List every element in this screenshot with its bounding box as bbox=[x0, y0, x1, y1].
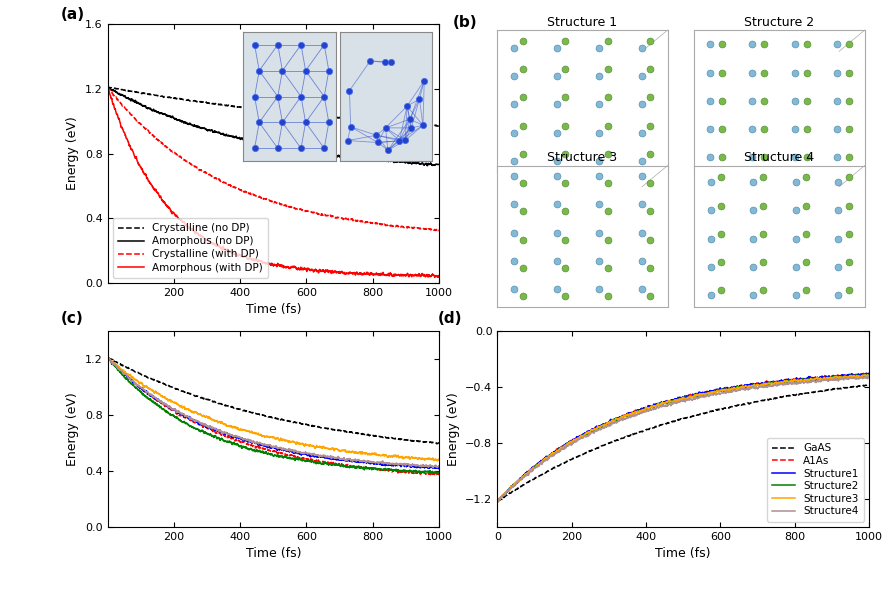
Structure1 bbox=[853, 371, 864, 379]
Structure2 bbox=[511, 480, 521, 487]
A1As bbox=[492, 498, 503, 505]
GaAS bbox=[862, 382, 873, 389]
Y-axis label: Energy (eV): Energy (eV) bbox=[66, 117, 80, 190]
Text: (d): (d) bbox=[438, 311, 462, 326]
GaAS bbox=[492, 498, 503, 505]
Structure1 bbox=[511, 479, 521, 486]
GaAS bbox=[663, 419, 674, 426]
Structure4 bbox=[864, 374, 874, 381]
Structure3 bbox=[785, 377, 796, 385]
GaAS bbox=[853, 383, 864, 390]
Structure1 bbox=[492, 498, 503, 506]
Structure3 bbox=[853, 373, 864, 380]
Structure3 bbox=[859, 371, 870, 378]
A1As bbox=[853, 371, 864, 378]
Text: (c): (c) bbox=[61, 311, 84, 326]
Structure2 bbox=[853, 373, 864, 380]
Line: GaAS: GaAS bbox=[497, 385, 869, 501]
GaAS bbox=[511, 486, 521, 493]
GaAS bbox=[673, 416, 684, 423]
Structure1 bbox=[785, 376, 796, 383]
Title: Structure 3: Structure 3 bbox=[547, 151, 617, 164]
Structure1 bbox=[853, 371, 864, 378]
A1As bbox=[857, 370, 868, 377]
Structure2 bbox=[785, 377, 796, 385]
Text: (a): (a) bbox=[61, 7, 85, 22]
Structure2 bbox=[663, 399, 674, 406]
Structure3 bbox=[673, 396, 684, 403]
Structure3 bbox=[663, 397, 674, 405]
Line: Structure3: Structure3 bbox=[497, 374, 869, 502]
GaAS bbox=[864, 382, 874, 389]
X-axis label: Time (fs): Time (fs) bbox=[246, 547, 301, 560]
A1As bbox=[853, 371, 864, 378]
Structure3 bbox=[511, 479, 521, 486]
Legend: Crystalline (no DP), Amorphous (no DP), Crystalline (with DP), Amorphous (with D: Crystalline (no DP), Amorphous (no DP), … bbox=[113, 218, 268, 278]
Structure4 bbox=[663, 401, 674, 408]
Structure4 bbox=[492, 498, 503, 505]
Structure2 bbox=[673, 397, 684, 404]
Line: Structure2: Structure2 bbox=[497, 374, 869, 501]
Structure3 bbox=[493, 498, 504, 506]
Structure2 bbox=[492, 498, 503, 505]
Y-axis label: Energy (eV): Energy (eV) bbox=[447, 392, 460, 466]
Line: A1As: A1As bbox=[497, 373, 869, 501]
Title: Structure 2: Structure 2 bbox=[745, 16, 814, 29]
A1As bbox=[492, 498, 503, 505]
Structure1 bbox=[863, 370, 874, 377]
Structure3 bbox=[853, 373, 864, 380]
Structure4 bbox=[673, 398, 684, 405]
A1As bbox=[673, 395, 684, 402]
Structure4 bbox=[853, 375, 864, 382]
A1As bbox=[511, 479, 521, 486]
Structure1 bbox=[663, 398, 674, 405]
Structure1 bbox=[864, 370, 874, 377]
Line: Structure1: Structure1 bbox=[497, 373, 869, 502]
Structure2 bbox=[861, 370, 872, 377]
GaAS bbox=[785, 392, 796, 399]
GaAS bbox=[492, 498, 503, 505]
Structure3 bbox=[864, 373, 874, 380]
Structure4 bbox=[511, 480, 521, 487]
Title: Structure 4: Structure 4 bbox=[745, 151, 814, 164]
A1As bbox=[663, 397, 674, 405]
A1As bbox=[864, 371, 874, 378]
Line: Structure4: Structure4 bbox=[497, 377, 869, 501]
Title: Structure 1: Structure 1 bbox=[547, 16, 617, 29]
Structure1 bbox=[673, 394, 684, 401]
Structure2 bbox=[853, 373, 864, 380]
Text: (b): (b) bbox=[452, 15, 477, 30]
Structure4 bbox=[493, 498, 504, 505]
Legend: GaAS, A1As, Structure1, Structure2, Structure3, Structure4: GaAS, A1As, Structure1, Structure2, Stru… bbox=[767, 438, 864, 521]
Structure4 bbox=[785, 379, 796, 386]
Structure3 bbox=[492, 498, 503, 505]
GaAS bbox=[853, 382, 864, 389]
X-axis label: Time (fs): Time (fs) bbox=[656, 547, 711, 560]
X-axis label: Time (fs): Time (fs) bbox=[246, 303, 301, 317]
Y-axis label: Energy (eV): Energy (eV) bbox=[66, 392, 80, 466]
Structure4 bbox=[861, 373, 872, 380]
Structure4 bbox=[853, 375, 864, 382]
Structure2 bbox=[864, 371, 874, 379]
A1As bbox=[785, 377, 796, 384]
